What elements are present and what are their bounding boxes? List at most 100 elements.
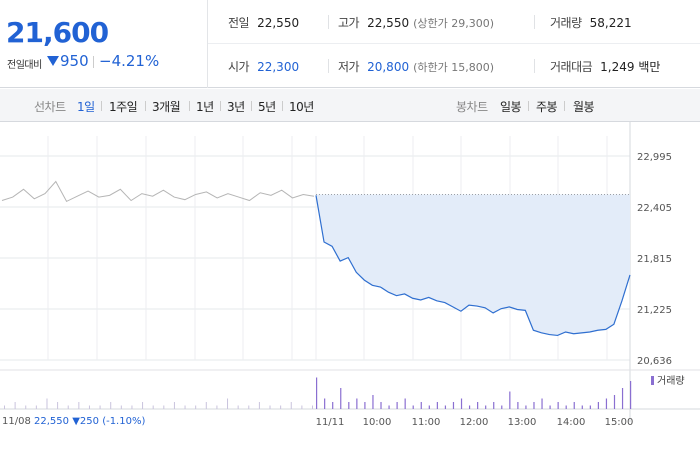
volume-bar-today [356, 398, 358, 409]
candle-chart-header: 봉차트 [456, 100, 488, 114]
tab-daily-candle[interactable]: 일봉 [500, 100, 522, 114]
volume-bar-today [541, 398, 543, 409]
chart-tabs-bar: 선차트 1일 1주일 3개월 1년 3년 5년 10년 봉차트 일봉 주봉 월봉 [0, 89, 700, 122]
volume-bar-prev [88, 405, 90, 409]
volume-bar-today [332, 402, 334, 409]
divider [93, 56, 94, 68]
divider [328, 15, 329, 29]
volume-bar-today [452, 402, 455, 409]
volume-bar-prev [131, 405, 133, 409]
line-chart-header: 선차트 [34, 100, 66, 114]
y-tick-label: 21,815 [637, 254, 672, 265]
divider [101, 101, 102, 111]
volume-bar-today [436, 402, 438, 409]
volume-bar-today [372, 395, 374, 409]
x-tick-label: 10:00 [363, 417, 392, 428]
prev-day-date: 11/08 [2, 416, 31, 427]
current-price: 21,600 [6, 16, 109, 49]
stat-label: 시가 [228, 60, 250, 74]
volume-bar-today [428, 405, 430, 409]
volume-bar-prev [142, 402, 144, 409]
volume-bar-prev [110, 402, 112, 409]
volume-bar-today [549, 405, 551, 409]
volume-bar-prev [269, 405, 271, 409]
volume-bar-today [597, 402, 599, 409]
tab-5years[interactable]: 5년 [258, 100, 276, 114]
volume-bar-prev [67, 405, 69, 409]
volume-bar-prev [163, 405, 165, 409]
stat-high: 고가 22,550 (상한가 29,300) [338, 14, 494, 31]
volume-bar-today [589, 405, 591, 409]
volume-bar-prev [173, 402, 175, 409]
stat-value: 22,300 [257, 60, 300, 74]
volume-bar-today [501, 405, 503, 409]
stat-label: 저가 [338, 60, 360, 74]
x-tick-label: 15:00 [605, 417, 634, 428]
volume-bar-today [380, 402, 382, 409]
stats-row-2: 시가 22,300 저가 20,800 (하한가 15,800) 거래대금 1,249 … [208, 44, 700, 88]
down-triangle-icon [47, 56, 59, 66]
volume-swatch [651, 376, 654, 385]
volume-bar-prev [120, 405, 122, 409]
today-fill-area [316, 194, 630, 336]
tab-3years[interactable]: 3년 [227, 100, 245, 114]
quote-summary: 21,600 전일대비 950 −4.21% 전일 22,550 고가 22,550… [0, 0, 700, 88]
chart-canvas: 22,995 22,405 21,815 21,225 20,636 11/11 10:00… [0, 122, 700, 428]
volume-bar-prev [205, 402, 207, 409]
stats-row-1: 전일 22,550 고가 22,550 (상한가 29,300) 거래량 58,221 [208, 0, 700, 44]
stat-value: 20,800 [367, 60, 410, 74]
volume-bar-prev [258, 402, 260, 409]
stat-value: 58,221 [589, 16, 632, 30]
x-tick-label: 13:00 [508, 417, 537, 428]
prev-day-change: ▼250 [72, 416, 99, 427]
x-tick-label: 12:00 [460, 417, 489, 428]
stat-open: 시가 22,300 [228, 58, 299, 75]
volume-bar-prev [152, 405, 154, 409]
prev-day-summary: 11/08 22,550 ▼250 (-1.10%) [2, 416, 145, 427]
volume-bar-prev [280, 405, 282, 409]
volume-bar-prev [195, 405, 197, 409]
volume-bar-prev [25, 405, 27, 409]
volume-bar-today [525, 405, 527, 409]
tab-3months[interactable]: 3개월 [152, 100, 181, 114]
divider [328, 59, 329, 73]
volume-bar-today [477, 402, 479, 409]
volume-bar-today [509, 391, 511, 409]
stat-value: 22,550 [257, 16, 300, 30]
divider [534, 59, 535, 73]
x-tick-label: 11:00 [412, 417, 441, 428]
price-chart: 22,995 22,405 21,815 21,225 20,636 11/11 10:00… [0, 122, 700, 450]
divider [534, 15, 535, 29]
volume-bar-today [364, 402, 366, 409]
volume-bar-today [581, 405, 583, 409]
volume-bar-prev [227, 398, 229, 409]
volume-bar-prev [78, 402, 80, 409]
volume-bar-today [444, 405, 447, 409]
volume-bar-today [468, 405, 471, 409]
divider [251, 101, 252, 111]
tab-monthly-candle[interactable]: 월봉 [573, 100, 595, 114]
stat-label: 거래량 [550, 16, 582, 30]
volume-bar-today [621, 388, 624, 409]
divider [220, 101, 221, 111]
tab-1day[interactable]: 1일 [77, 100, 95, 114]
tab-1year[interactable]: 1년 [196, 100, 214, 114]
volume-bar-prev [290, 402, 292, 409]
volume-bar-prev [301, 405, 303, 409]
volume-bar-today [324, 398, 326, 409]
tab-1week[interactable]: 1주일 [109, 100, 138, 114]
volume-bar-today [485, 405, 487, 409]
volume-bar-prev [184, 405, 186, 409]
volume-bar-prev [216, 405, 218, 409]
prev-day-change-pct: (-1.10%) [102, 416, 146, 427]
volume-bar-today [493, 402, 495, 409]
volume-legend: 거래량 [651, 372, 685, 387]
volume-bar-prev [57, 402, 59, 409]
volume-bar-today [533, 402, 535, 409]
volume-bar-today [557, 402, 559, 409]
tab-10years[interactable]: 10년 [289, 100, 314, 114]
y-tick-label: 21,225 [637, 305, 672, 316]
tab-weekly-candle[interactable]: 주봉 [536, 100, 558, 114]
prev-day-close: 22,550 [34, 416, 70, 427]
change-percent: −4.21% [99, 52, 160, 70]
